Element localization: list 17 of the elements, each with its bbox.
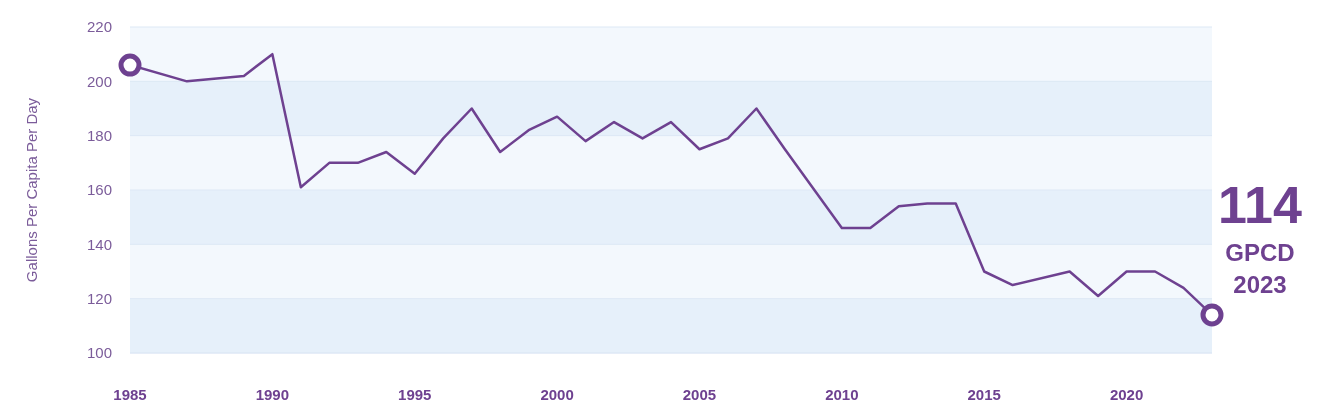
x-tick-label: 1990 [255, 385, 290, 403]
y-tick-label: 160 [86, 181, 112, 199]
x-tick-label: 2015 [967, 385, 1001, 403]
x-tick-label: 2000 [540, 385, 574, 403]
x-tick-label: 2005 [682, 385, 717, 403]
y-axis-title: Gallons Per Capita Per Day [23, 97, 41, 283]
x-tick-label: 1995 [398, 385, 432, 403]
x-tick-label: 2010 [825, 385, 859, 403]
y-tick-label: 140 [86, 235, 112, 253]
y-tick-label: 120 [86, 289, 112, 307]
x-tick-label: 1985 [113, 385, 147, 403]
y-tick-label: 180 [86, 126, 112, 144]
x-tick-label: 2020 [1109, 385, 1144, 403]
y-tick-label: 100 [86, 344, 112, 362]
y-tick-label: 200 [86, 72, 112, 90]
annotation: 114 GPCD 2023 [1218, 175, 1303, 298]
y-tick-label: 220 [86, 18, 112, 36]
